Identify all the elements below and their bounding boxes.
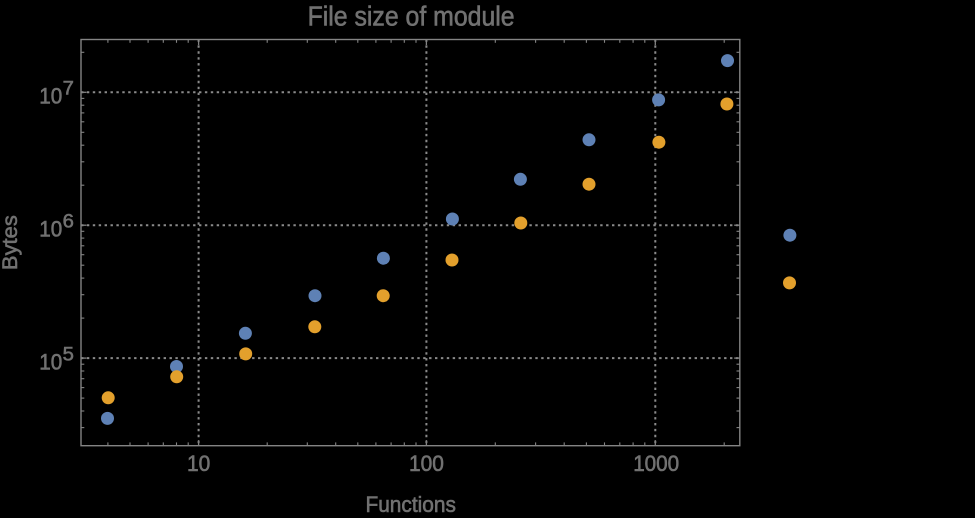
svg-text:10: 10 [39,216,62,241]
svg-text:6: 6 [63,211,74,233]
svg-text:Functions: Functions [365,492,456,513]
svg-text:5: 5 [63,344,74,366]
svg-text:7: 7 [63,78,74,100]
svg-text:File size of module: File size of module [308,1,515,32]
svg-text:1000: 1000 [633,451,679,476]
svg-text:100: 100 [409,451,444,476]
svg-text:Bytes: Bytes [0,215,22,270]
svg-text:10: 10 [39,349,62,374]
svg-text:10: 10 [39,84,62,109]
svg-text:10: 10 [187,451,210,476]
